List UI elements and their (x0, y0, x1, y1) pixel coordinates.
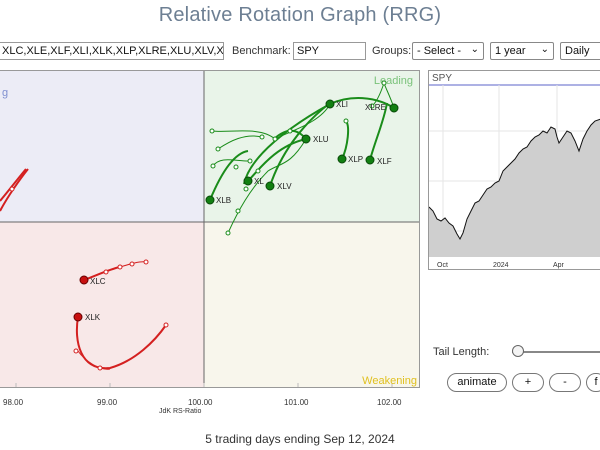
benchmark-input[interactable]: SPY (293, 42, 366, 60)
groups-label: Groups: (372, 45, 412, 57)
series-label: XLC (90, 277, 106, 286)
leading-quadrant (204, 71, 419, 222)
lagging-quadrant (0, 222, 204, 387)
period-select-value: 1 year (495, 45, 526, 57)
lagging-heads[interactable] (73, 275, 89, 322)
spy-symbol: SPY (432, 73, 452, 84)
plus-button[interactable]: + (512, 373, 544, 392)
x-tick-label: 102.00 (377, 398, 402, 407)
tail-length-label: Tail Length: (433, 346, 490, 358)
series-label: XLK (85, 313, 101, 322)
series-label: XL (254, 177, 264, 186)
leading-tail-points (209, 80, 387, 236)
groups-select-value: - Select - (417, 45, 462, 57)
footer-status: 5 trading days ending Sep 12, 2024 (205, 432, 395, 446)
groups-select[interactable]: - Select - ⌄ (412, 42, 484, 60)
series-label: XLRE (365, 103, 386, 112)
series-label: XLU (313, 135, 329, 144)
spy-x-label: 2024 (493, 262, 509, 269)
xlk-head[interactable] (73, 312, 83, 322)
tail-length-slider-thumb[interactable] (512, 345, 524, 357)
x-axis-label: JdK RS-Ratio (159, 408, 202, 415)
leading-heads[interactable] (205, 99, 399, 205)
extra-button[interactable]: f (586, 373, 600, 392)
spy-chart[interactable]: SPY Oct 2024 Apr (428, 70, 600, 270)
spy-x-label: Apr (553, 262, 565, 269)
frequency-select-value: Daily (565, 45, 590, 57)
xlv-head[interactable] (265, 181, 275, 191)
xli-head[interactable] (325, 99, 335, 109)
xlre-head[interactable] (389, 103, 399, 113)
x-tick-label: 99.00 (97, 398, 118, 407)
benchmark-label: Benchmark: (232, 45, 291, 57)
toolbar: XLC,XLE,XLF,XLI,XLK,XLP,XLRE,XLU,XLV,XL … (0, 42, 600, 62)
xl-head[interactable] (243, 176, 253, 186)
lagging-tail-points (9, 186, 169, 371)
xlc-head[interactable] (79, 275, 89, 285)
x-tick-label: 101.00 (284, 398, 309, 407)
xlu-head[interactable] (301, 134, 311, 144)
spy-x-label: Oct (437, 262, 448, 269)
xlb-head[interactable] (205, 195, 215, 205)
weakening-quadrant (204, 222, 419, 387)
period-select[interactable]: 1 year ⌄ (490, 42, 554, 60)
x-tick-label: 100.00 (188, 398, 213, 407)
series-label: XLI (336, 100, 348, 109)
xlf-head[interactable] (365, 155, 375, 165)
chevron-down-icon: ⌄ (540, 44, 549, 55)
series-label: XLP (348, 155, 363, 164)
series-label: XLB (216, 196, 231, 205)
chevron-down-icon: ⌄ (470, 44, 479, 55)
symbols-input[interactable]: XLC,XLE,XLF,XLI,XLK,XLP,XLRE,XLU,XLV,XL (0, 42, 224, 60)
series-label: XLV (277, 182, 292, 191)
series-label: XLF (377, 157, 392, 166)
animate-button[interactable]: animate (447, 373, 507, 392)
minus-button[interactable]: - (549, 373, 581, 392)
weakening-label: Weakening (362, 375, 417, 387)
page-title: Relative Rotation Graph (RRG) (158, 4, 442, 26)
xlp-head[interactable] (337, 154, 347, 164)
improving-quadrant (0, 71, 204, 222)
frequency-select[interactable]: Daily (560, 42, 600, 60)
tail-length-slider-track[interactable] (512, 351, 600, 353)
rrg-chart[interactable]: Leading g Weakening (0, 70, 420, 388)
x-tick-label: 98.00 (3, 398, 24, 407)
leading-label: Leading (374, 75, 413, 87)
improving-label: g (2, 87, 8, 99)
